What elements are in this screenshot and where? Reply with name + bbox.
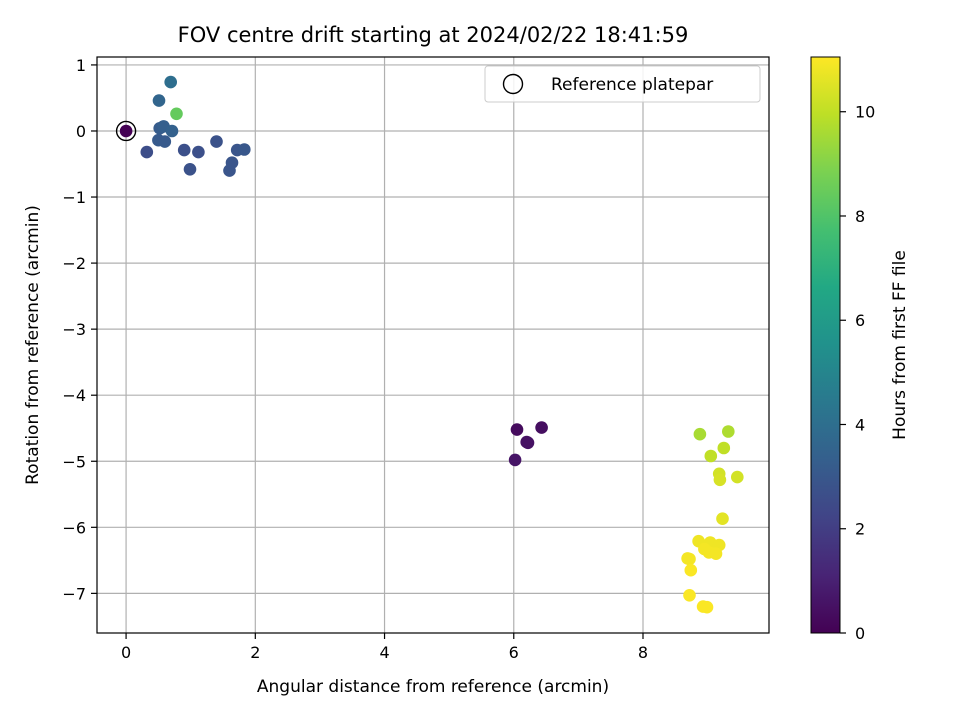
- legend-marker-icon: [502, 73, 524, 95]
- data-point: [165, 124, 179, 138]
- colorbar-tick-label: 2: [855, 520, 865, 539]
- data-point: [158, 135, 172, 148]
- data-point: [713, 473, 727, 487]
- x-tick-label: 0: [121, 643, 131, 662]
- data-point: [210, 135, 223, 148]
- data-point: [717, 441, 731, 455]
- data-point: [508, 453, 522, 467]
- y-axis-ticks: 1 0 −1 −2 −3 −4 −5 −6 −7: [62, 56, 97, 603]
- colorbar-label: Hours from first FF file: [890, 250, 910, 440]
- data-point: [183, 163, 197, 176]
- reference-marker: [115, 120, 137, 142]
- x-axis-label: Angular distance from reference (arcmin): [257, 677, 609, 697]
- data-point: [535, 421, 548, 434]
- colorbar-ticks: 0 2 4 6 8 10: [840, 103, 875, 643]
- x-axis-ticks: 0 2 4 6 8: [121, 633, 648, 662]
- y-tick-label: −1: [62, 188, 86, 207]
- colorbar-tick-label: 8: [855, 207, 865, 226]
- y-tick-label: −5: [62, 452, 86, 471]
- data-point: [709, 547, 723, 560]
- y-tick-label: −3: [62, 320, 86, 339]
- data-point: [693, 427, 707, 441]
- data-point: [192, 145, 205, 159]
- data-point: [164, 75, 177, 89]
- data-point: [700, 600, 714, 614]
- data-point: [681, 552, 694, 565]
- x-tick-label: 2: [250, 643, 260, 662]
- plot-frame: [96, 56, 770, 634]
- data-point: [177, 143, 191, 157]
- data-point: [510, 423, 524, 436]
- data-point: [170, 107, 183, 121]
- colorbar-tick-label: 6: [855, 311, 865, 330]
- colorbar-tick-label: 4: [855, 415, 865, 434]
- data-point: [152, 94, 166, 107]
- y-tick-label: −2: [62, 254, 86, 273]
- legend-label: Reference platepar: [551, 75, 713, 95]
- colorbar: 0 2 4 6 8 10 Hours from first FF file: [810, 56, 910, 643]
- colorbar-gradient: [810, 56, 841, 634]
- y-axis-label: Rotation from reference (arcmin): [23, 205, 43, 485]
- chart-title: FOV centre drift starting at 2024/02/22 …: [178, 23, 689, 47]
- data-point: [140, 145, 154, 159]
- data-point: [716, 512, 729, 525]
- colorbar-tick-label: 0: [855, 624, 865, 643]
- y-tick-label: −4: [62, 386, 86, 405]
- data-point: [238, 143, 251, 156]
- data-point: [225, 156, 239, 169]
- data-point: [684, 563, 698, 577]
- data-point: [683, 589, 696, 602]
- grid-lines: [97, 57, 769, 633]
- legend-box: [484, 65, 761, 103]
- data-point: [520, 435, 533, 449]
- legend: Reference platepar: [484, 65, 761, 103]
- data-point: [722, 425, 735, 438]
- y-tick-label: 0: [76, 122, 86, 141]
- data-points: [119, 75, 744, 614]
- y-tick-label: −6: [62, 518, 86, 537]
- colorbar-tick-label: 10: [855, 103, 875, 122]
- data-point: [119, 124, 133, 138]
- x-tick-label: 6: [509, 643, 519, 662]
- data-point: [704, 449, 718, 463]
- x-tick-label: 8: [638, 643, 648, 662]
- y-tick-label: −7: [62, 584, 86, 603]
- reference-platepar-marker: [115, 120, 137, 142]
- x-tick-label: 4: [379, 643, 389, 662]
- data-point: [731, 470, 744, 484]
- y-tick-label: 1: [76, 56, 86, 75]
